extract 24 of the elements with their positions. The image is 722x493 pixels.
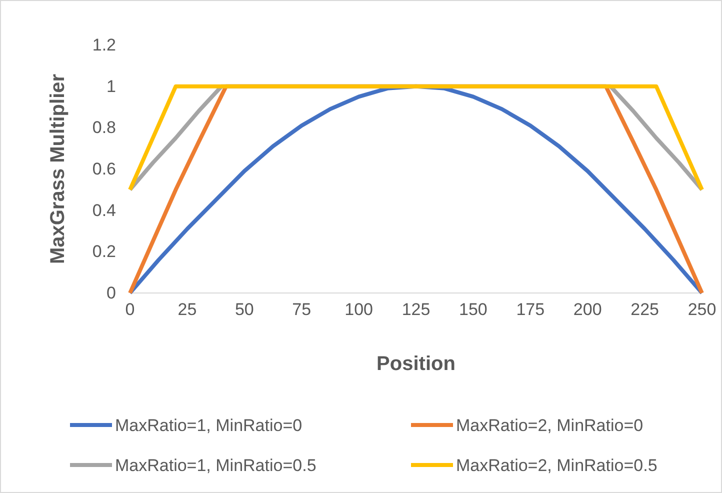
x-tick-label: 75 [292, 300, 312, 320]
x-tick-label: 0 [125, 300, 135, 320]
x-tick-label: 250 [688, 300, 716, 320]
legend-label: MaxRatio=1, MinRatio=0.5 [115, 456, 316, 475]
x-tick-label: 25 [178, 300, 197, 320]
y-tick-label: 1 [106, 76, 116, 96]
y-tick-label: 1.2 [92, 35, 116, 54]
y-axis-title: MaxGrass Multiplier [47, 74, 69, 264]
y-tick-label: 0 [106, 283, 116, 302]
x-tick-label: 225 [630, 300, 659, 320]
x-tick-label: 100 [344, 300, 373, 320]
y-tick-label: 0.4 [92, 200, 116, 220]
x-tick-label: 200 [573, 300, 602, 320]
x-tick-label: 175 [516, 300, 545, 320]
legend-label: MaxRatio=2, MinRatio=0 [456, 416, 644, 435]
x-tick-label: 50 [234, 300, 254, 320]
y-tick-label: 0.8 [92, 118, 116, 138]
y-tick-label: 0.6 [92, 159, 116, 178]
x-axis-title: Position [376, 353, 456, 375]
x-tick-label: 150 [459, 300, 488, 320]
legend-label: MaxRatio=1, MinRatio=0 [115, 416, 302, 435]
x-tick-label: 125 [402, 300, 430, 320]
legend-label: MaxRatio=2, MinRatio=0.5 [456, 456, 658, 475]
y-tick-label: 0.2 [92, 242, 116, 262]
